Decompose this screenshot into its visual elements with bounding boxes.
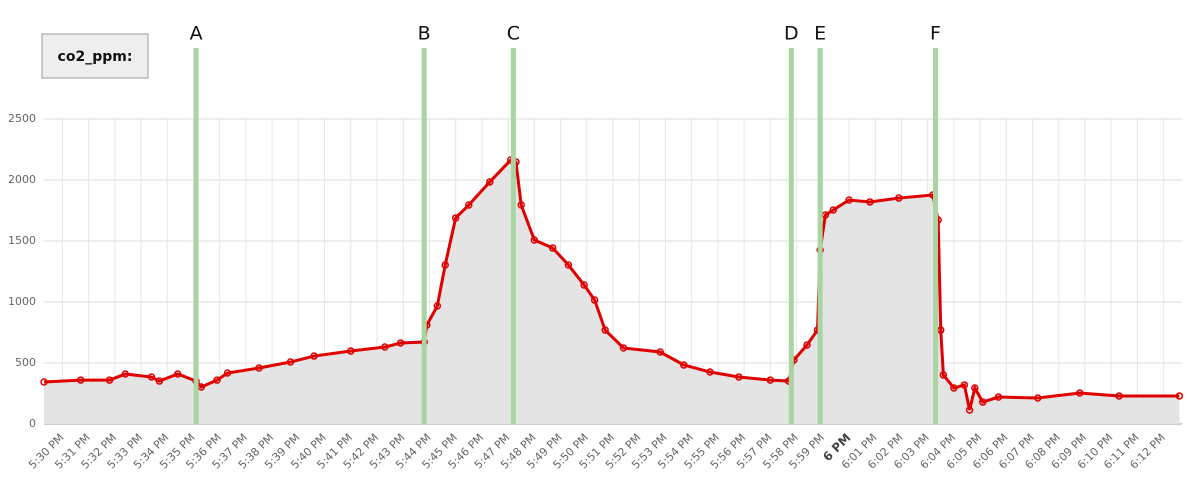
data-point (255, 364, 263, 372)
data-point (590, 296, 599, 304)
y-tick-label: 2000 (8, 173, 36, 186)
data-point (530, 236, 539, 244)
data-point (803, 341, 811, 349)
y-tick-label: 500 (15, 356, 36, 369)
data-point (40, 378, 48, 386)
line (43, 158, 1180, 411)
area (44, 159, 1180, 424)
data-point (1075, 389, 1084, 397)
data-point (105, 376, 114, 384)
data-point (866, 198, 874, 206)
data-point (433, 302, 442, 310)
data-point (680, 361, 688, 369)
data-point (155, 377, 164, 385)
data-point (223, 369, 232, 377)
data-point (978, 398, 987, 406)
y-tick-label: 0 (29, 417, 36, 430)
data-point (845, 196, 853, 204)
data-point (1115, 392, 1123, 400)
data-point (147, 373, 156, 381)
data-point (465, 201, 473, 209)
data-point (601, 326, 609, 334)
data-point (347, 347, 355, 355)
data-point (381, 343, 389, 351)
data-point (517, 201, 525, 209)
data-point (76, 376, 85, 384)
data-point (548, 244, 557, 252)
data-point (173, 370, 182, 378)
data-point (441, 261, 449, 269)
data-point (939, 371, 948, 379)
data-point (960, 381, 969, 389)
data-point (121, 370, 130, 378)
data-point (580, 281, 588, 289)
data-point (994, 393, 1003, 401)
data-point (619, 344, 628, 352)
marker-label: E (814, 23, 826, 45)
data-point (396, 339, 405, 347)
marker-label: F (930, 23, 941, 45)
data-point (486, 178, 494, 186)
data-point (564, 261, 573, 269)
data-point (706, 368, 714, 376)
y-tick-label: 2500 (8, 112, 36, 125)
data-point (286, 358, 295, 366)
legend-label: co2_ppm: (58, 49, 133, 65)
data-point (213, 376, 221, 384)
marker-label: B (418, 23, 431, 45)
data-point (735, 373, 743, 381)
data-point (656, 348, 664, 356)
data-point (950, 384, 958, 392)
data-point (766, 376, 775, 384)
marker-label: D (784, 23, 799, 45)
data-point (1175, 392, 1184, 400)
data-point (1034, 394, 1042, 402)
data-point (971, 384, 979, 392)
data-point (829, 206, 838, 214)
y-tick-label: 1500 (8, 234, 36, 247)
data-point (895, 194, 903, 202)
data-point (310, 352, 318, 360)
marker-label: C (507, 23, 520, 45)
data-point (965, 406, 974, 414)
data-point (451, 214, 460, 222)
y-tick-label: 1000 (8, 295, 36, 308)
legend-box (41, 33, 149, 79)
marker-label: A (190, 23, 203, 45)
